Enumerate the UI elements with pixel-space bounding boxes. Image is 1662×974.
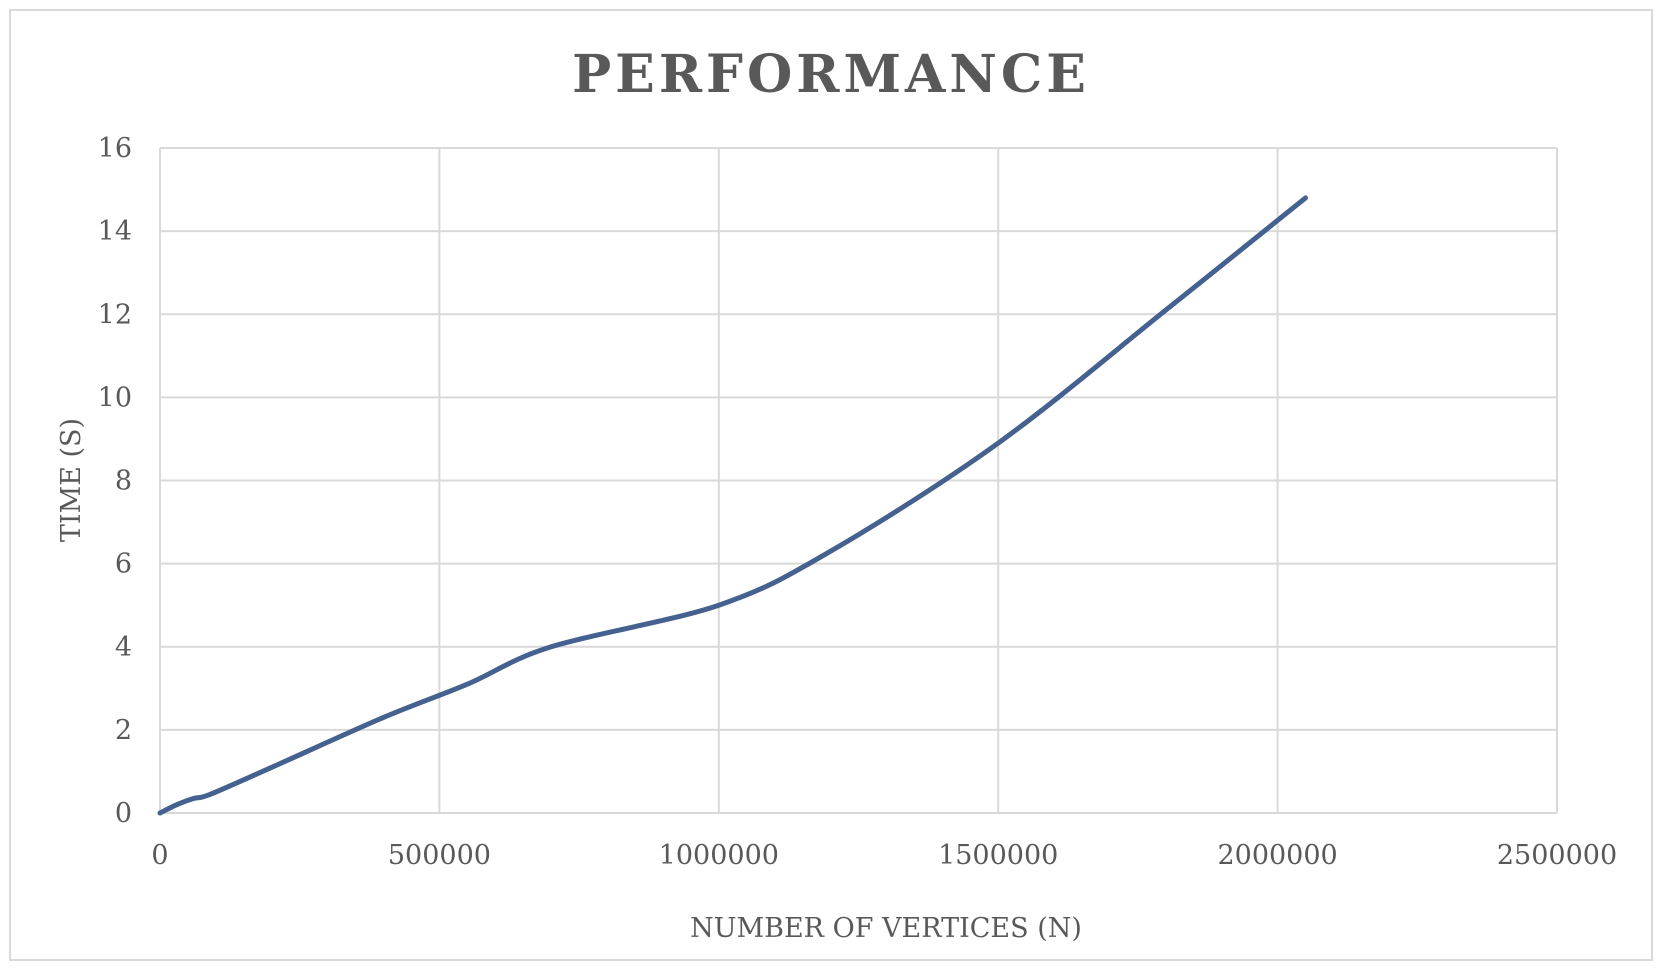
chart-title: PERFORMANCE [572,44,1090,105]
y-tick-label: 16 [98,133,132,164]
y-tick-label: 2 [115,715,132,746]
y-axis-label: TIME (S) [56,418,87,542]
x-tick-label: 1500000 [938,840,1058,871]
x-tick-labels: 0 500000 1000000 1500000 2000000 2500000 [151,840,1617,871]
y-tick-label: 4 [115,632,132,663]
y-tick-label: 12 [98,299,132,330]
series-line [157,195,1308,816]
chart-border [9,9,1653,961]
x-tick-label: 500000 [388,840,491,871]
x-tick-label: 2500000 [1497,840,1617,871]
x-tick-label: 1000000 [659,840,779,871]
y-tick-label: 8 [115,466,132,497]
series-group [157,195,1308,816]
y-tick-label: 0 [115,798,132,829]
y-tick-label: 14 [98,216,132,247]
y-tick-label: 10 [98,382,132,413]
x-tick-label: 2000000 [1217,840,1337,871]
gridlines [159,147,1558,814]
x-tick-label: 0 [151,840,168,871]
x-axis-label: NUMBER OF VERTICES (N) [690,913,1082,944]
y-tick-label: 6 [115,549,132,580]
y-tick-labels: 0 2 4 6 8 10 12 14 16 [98,133,132,829]
